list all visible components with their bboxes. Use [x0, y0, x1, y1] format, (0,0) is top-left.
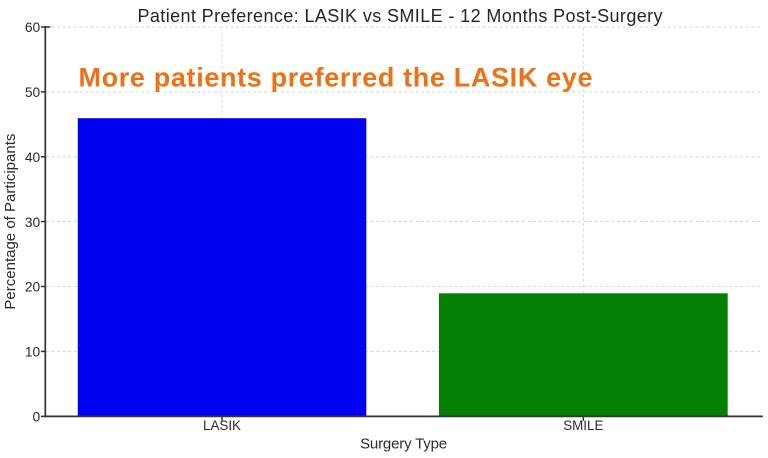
svg-text:Percentage of Participants: Percentage of Participants [2, 134, 19, 310]
svg-text:50: 50 [25, 85, 41, 100]
svg-text:20: 20 [25, 280, 41, 295]
svg-text:30: 30 [25, 215, 41, 230]
svg-text:SMILE: SMILE [563, 418, 603, 433]
svg-text:60: 60 [25, 20, 41, 35]
svg-text:Surgery Type: Surgery Type [360, 436, 447, 453]
svg-text:10: 10 [25, 345, 41, 360]
svg-text:0: 0 [33, 410, 41, 425]
svg-text:40: 40 [25, 150, 41, 165]
svg-text:LASIK: LASIK [203, 418, 241, 433]
svg-text:Patient Preference: LASIK vs S: Patient Preference: LASIK vs SMILE - 12 … [138, 6, 663, 26]
svg-text:More patients preferred the LA: More patients preferred the LASIK eye [79, 63, 593, 93]
